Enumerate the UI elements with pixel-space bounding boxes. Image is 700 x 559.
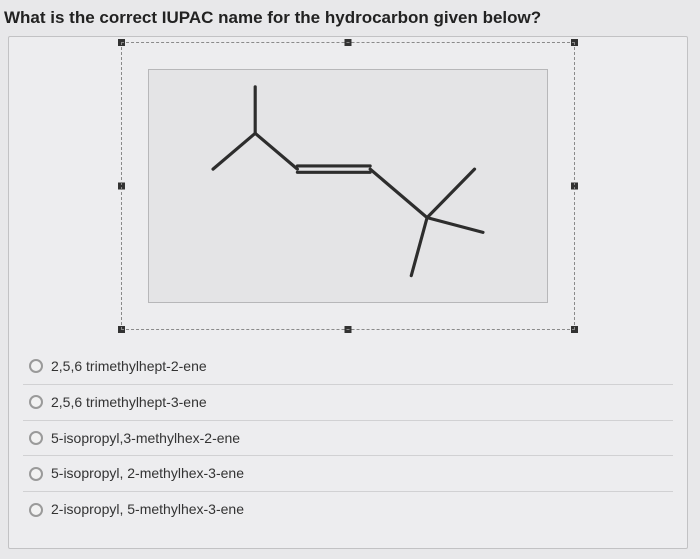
radio-icon [29, 467, 43, 481]
radio-icon [29, 395, 43, 409]
radio-icon [29, 503, 43, 517]
option-label: 2-isopropyl, 5-methylhex-3-ene [51, 501, 244, 518]
option-row[interactable]: 5-isopropyl, 2-methylhex-3-ene [23, 456, 673, 492]
option-label: 2,5,6 trimethylhept-3-ene [51, 394, 207, 411]
radio-icon [29, 431, 43, 445]
option-row[interactable]: 5-isopropyl,3-methylhex-2-ene [23, 421, 673, 457]
figure-selection-area [118, 39, 578, 333]
option-label: 2,5,6 trimethylhept-2-ene [51, 358, 207, 375]
option-label: 5-isopropyl,3-methylhex-2-ene [51, 430, 240, 447]
chemical-structure-svg [149, 70, 547, 302]
chemical-structure-figure [148, 69, 548, 303]
option-row[interactable]: 2,5,6 trimethylhept-3-ene [23, 385, 673, 421]
radio-icon [29, 359, 43, 373]
option-label: 5-isopropyl, 2-methylhex-3-ene [51, 465, 244, 482]
answer-options: 2,5,6 trimethylhept-2-ene 2,5,6 trimethy… [23, 349, 673, 527]
option-row[interactable]: 2-isopropyl, 5-methylhex-3-ene [23, 492, 673, 527]
option-row[interactable]: 2,5,6 trimethylhept-2-ene [23, 349, 673, 385]
question-title: What is the correct IUPAC name for the h… [4, 8, 541, 28]
question-panel: 2,5,6 trimethylhept-2-ene 2,5,6 trimethy… [8, 36, 688, 549]
